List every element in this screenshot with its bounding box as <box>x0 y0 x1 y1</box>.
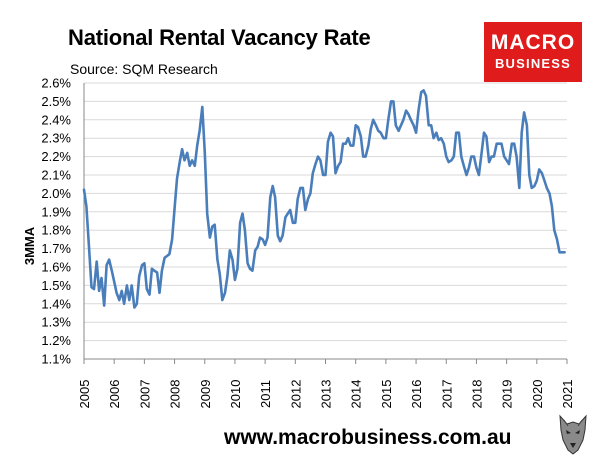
logo-line-2: BUSINESS <box>494 56 572 71</box>
y-tick-label: 2.3% <box>41 131 71 146</box>
x-tick-label: 2014 <box>349 380 364 409</box>
y-tick-label: 2.6% <box>41 76 71 91</box>
x-tick-label: 2006 <box>107 380 122 409</box>
x-tick-label: 2008 <box>168 380 183 409</box>
x-tick-label: 2005 <box>77 380 92 409</box>
x-tick-label: 2011 <box>258 380 273 408</box>
x-tick-label: 2012 <box>288 380 303 409</box>
x-tick-label: 2009 <box>198 380 213 409</box>
y-tick-label: 2.4% <box>41 112 71 127</box>
logo-line-1: MACRO <box>490 31 576 54</box>
x-tick-label: 2007 <box>137 380 152 409</box>
y-tick-label: 2.5% <box>41 94 71 109</box>
footer-url: www.macrobusiness.com.au <box>224 426 512 449</box>
x-tick-label: 2019 <box>500 380 515 409</box>
x-tick-label: 2017 <box>439 380 454 409</box>
y-axis-title: 3MMA <box>22 226 37 265</box>
y-tick-label: 2.0% <box>41 186 71 201</box>
series-line-vacancy-rate <box>82 89 566 309</box>
wolf-mascot-icon <box>559 414 587 455</box>
y-tick-label: 1.1% <box>41 352 71 367</box>
y-tick-label: 2.1% <box>41 168 71 183</box>
y-tick-label: 1.7% <box>41 241 71 256</box>
y-tick-label: 1.4% <box>41 296 71 311</box>
x-tick-label: 2015 <box>379 380 394 409</box>
macrobusiness-logo: MACRO BUSINESS <box>484 22 582 82</box>
y-tick-label: 1.9% <box>41 204 71 219</box>
chart-source: Source: SQM Research <box>70 61 218 77</box>
chart-title: National Rental Vacancy Rate <box>68 25 371 50</box>
x-tick-label: 2020 <box>530 380 545 409</box>
x-tick-label: 2013 <box>319 380 334 409</box>
x-tick-label: 2021 <box>560 380 575 409</box>
x-tick-label: 2018 <box>469 380 484 409</box>
y-tick-label: 1.2% <box>41 333 71 348</box>
y-tick-label: 2.2% <box>41 149 71 164</box>
x-tick-label: 2016 <box>409 380 424 409</box>
x-tick-label: 2010 <box>228 380 243 409</box>
y-tick-label: 1.5% <box>41 278 71 293</box>
y-tick-label: 1.3% <box>41 315 71 330</box>
y-tick-label: 1.8% <box>41 223 71 238</box>
y-tick-label: 1.6% <box>41 260 71 275</box>
